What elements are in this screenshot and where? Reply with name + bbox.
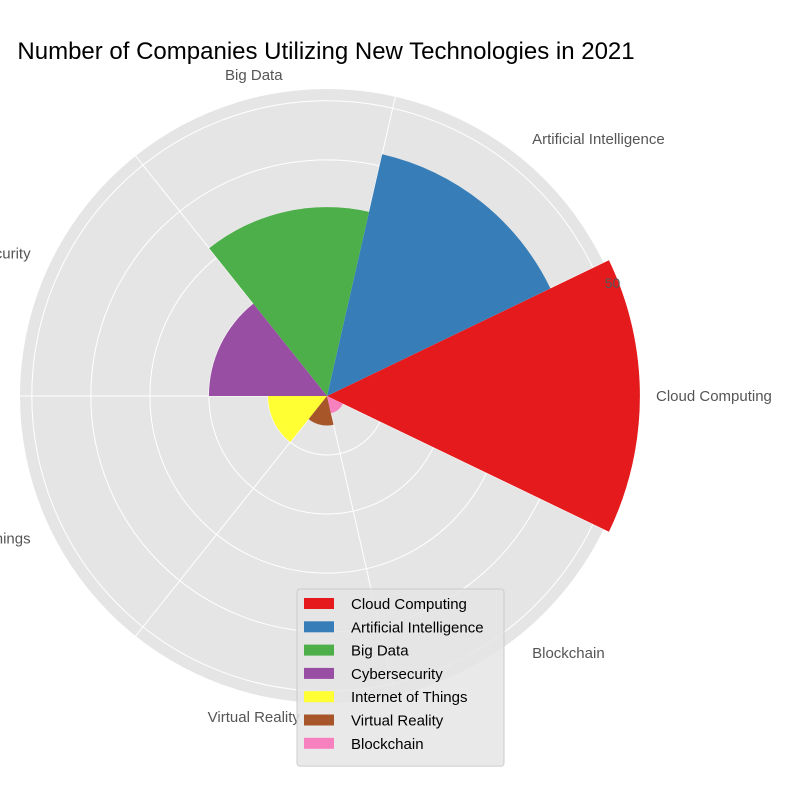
bar-cybersecurity bbox=[208, 303, 327, 396]
legend-entry: Cloud Computing bbox=[351, 596, 467, 613]
category-label: Cloud Computing bbox=[656, 388, 772, 405]
legend-entry: Virtual Reality bbox=[351, 713, 444, 730]
bar-cloud-computing bbox=[327, 260, 640, 532]
bar-internet-of-things bbox=[267, 396, 327, 443]
bar-artificial-intelligence bbox=[327, 154, 551, 396]
angular-gridline bbox=[135, 395, 328, 637]
radial-tick-label: 50 bbox=[605, 275, 621, 291]
category-label: Cybersecurity bbox=[0, 245, 31, 262]
bar-virtual-reality bbox=[308, 396, 334, 426]
bar-blockchain bbox=[327, 396, 343, 414]
legend-swatch bbox=[304, 621, 334, 633]
category-label: Virtual Reality bbox=[208, 709, 301, 726]
category-label: Internet of Things bbox=[0, 531, 31, 548]
legend-entry: Big Data bbox=[351, 643, 409, 660]
legend-swatch bbox=[304, 598, 334, 609]
legend-entry: Artificial Intelligence bbox=[351, 619, 484, 636]
chart-title: Number of Companies Utilizing New Techno… bbox=[17, 38, 634, 65]
category-label: Artificial Intelligence bbox=[532, 131, 665, 148]
legend-entry: Blockchain bbox=[351, 736, 424, 753]
legend-swatch bbox=[304, 714, 334, 726]
legend-swatch bbox=[304, 644, 334, 656]
category-label: Blockchain bbox=[532, 645, 605, 662]
legend-swatch bbox=[304, 691, 334, 703]
legend-box bbox=[296, 588, 505, 767]
legend-swatch bbox=[304, 667, 334, 679]
legend-entry: Cybersecurity bbox=[351, 666, 443, 683]
legend-entry: Internet of Things bbox=[351, 689, 467, 706]
bar-big-data bbox=[209, 207, 370, 396]
category-label: Big Data bbox=[225, 67, 283, 84]
legend-swatch bbox=[304, 737, 334, 749]
